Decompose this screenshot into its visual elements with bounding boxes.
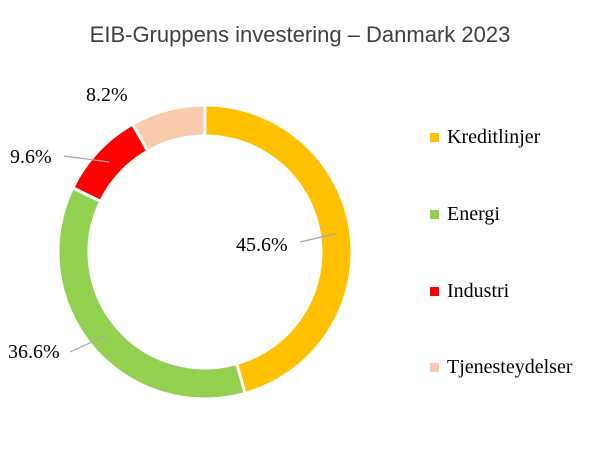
donut-slices: [56, 103, 354, 401]
leader-line-energi: [69, 335, 105, 353]
legend-label-kreditlinjer: Kreditlinjer: [447, 126, 541, 148]
legend-item-kreditlinjer: Kreditlinjer: [430, 126, 540, 149]
data-labels: 45.6% 36.6% 9.6% 8.2%: [8, 84, 288, 363]
legend-item-industri: Industri: [430, 280, 509, 303]
data-label-energi: 36.6%: [8, 341, 60, 363]
legend-swatch-kreditlinjer: [430, 133, 439, 142]
legend-swatch-tjenesteydelser: [430, 363, 439, 372]
data-label-kreditlinjer: 45.6%: [236, 234, 288, 256]
leader-line-industri: [63, 155, 110, 163]
slice-tjenesteydelser: [130, 103, 207, 154]
legend-item-energi: Energi: [430, 203, 500, 226]
leader-lines: [63, 155, 336, 353]
leader-line-kreditlinjer: [299, 233, 336, 243]
legend-swatch-industri: [430, 287, 439, 296]
legend-swatch-energi: [430, 210, 439, 219]
legend-label-tjenesteydelser: Tjenesteydelser: [447, 356, 573, 378]
slice-industri: [70, 122, 150, 204]
slice-energi: [56, 185, 247, 401]
legend: Kreditlinjer Energi Industri Tjenesteyde…: [430, 0, 600, 452]
legend-item-tjenesteydelser: Tjenesteydelser: [430, 356, 573, 379]
legend-label-energi: Energi: [447, 203, 500, 225]
chart-title: EIB-Gruppens investering – Danmark 2023: [89, 22, 511, 47]
legend-label-industri: Industri: [447, 280, 510, 302]
data-label-tjenesteydelser: 8.2%: [86, 84, 128, 106]
data-label-industri: 9.6%: [10, 146, 52, 168]
